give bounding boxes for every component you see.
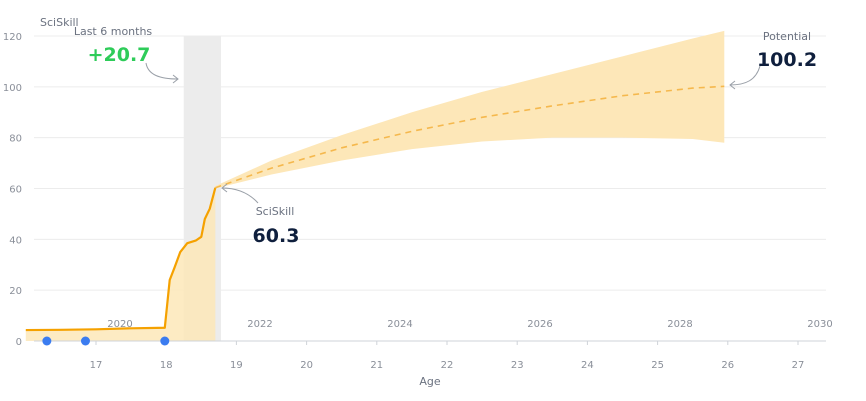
age-tick-label: 24	[581, 360, 594, 371]
age-tick-label: 17	[90, 360, 103, 371]
year-tick-label: 2020	[107, 319, 132, 330]
age-tick-label: 26	[721, 360, 734, 371]
age-tick-label: 19	[230, 360, 243, 371]
age-tick-label: 27	[792, 360, 805, 371]
event-dot	[80, 336, 90, 346]
year-tick-label: 2028	[667, 319, 692, 330]
event-dot	[160, 336, 170, 346]
year-tick-label: 2024	[387, 319, 412, 330]
y-axis-title: SciSkill	[40, 16, 79, 29]
potential-line	[215, 85, 725, 189]
age-tick-label: 23	[511, 360, 524, 371]
y-tick-label: 0	[16, 337, 22, 348]
event-dot	[42, 336, 52, 346]
y-tick-label: 20	[9, 286, 22, 297]
last-6-months-arrow	[145, 62, 179, 80]
current-sciskill-value: 60.3	[253, 225, 300, 247]
x-axis-title: Age	[419, 375, 441, 388]
age-tick-label: 21	[370, 360, 383, 371]
potential-value: 100.2	[757, 49, 817, 71]
age-tick-label: 25	[651, 360, 664, 371]
last-6-months-arrowhead	[172, 74, 179, 84]
potential-band	[215, 30, 725, 189]
y-tick-label: 120	[3, 32, 22, 43]
current-sciskill-arrowhead	[221, 183, 228, 193]
age-tick-label: 20	[300, 360, 313, 371]
potential-arrow	[729, 65, 761, 86]
year-tick-label: 2022	[247, 319, 272, 330]
last-6-months-value: +20.7	[88, 44, 151, 66]
age-tick-label: 22	[441, 360, 454, 371]
age-tick-label: 18	[160, 360, 173, 371]
y-tick-label: 60	[9, 185, 22, 196]
year-tick-label: 2030	[807, 319, 832, 330]
y-tick-label: 100	[3, 83, 22, 94]
current-sciskill-arrow	[221, 187, 259, 204]
y-tick-label: 80	[9, 134, 22, 145]
current-sciskill-label: SciSkill	[256, 205, 295, 218]
last-6-months-label: Last 6 months	[74, 25, 153, 38]
sciskill-line	[25, 187, 217, 332]
potential-arrowhead	[729, 80, 736, 90]
y-tick-label: 40	[9, 235, 22, 246]
year-tick-label: 2026	[527, 319, 552, 330]
potential-label: Potential	[763, 30, 811, 43]
